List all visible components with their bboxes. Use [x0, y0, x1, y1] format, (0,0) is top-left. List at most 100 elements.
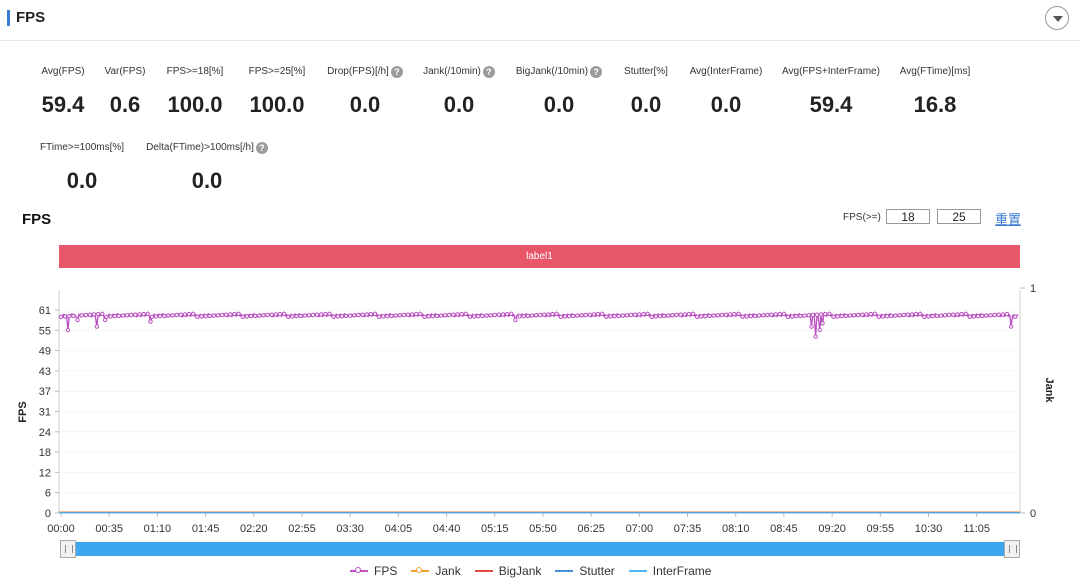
legend-label: InterFrame	[652, 564, 712, 578]
fps-threshold-input-1[interactable]	[886, 209, 930, 224]
fps-point	[723, 312, 729, 317]
y-tick-label: 0	[45, 508, 51, 520]
fps-point	[215, 313, 221, 318]
collapse-toggle-button[interactable]	[1045, 6, 1069, 30]
fps-point	[798, 313, 803, 319]
fps-point	[219, 312, 225, 318]
fps-point	[191, 311, 196, 316]
metric-stutter: Stutter[%] 0.0	[616, 61, 676, 118]
time-range-slider-track[interactable]	[68, 542, 1012, 556]
fps-point	[265, 312, 270, 318]
fps-point	[860, 312, 865, 317]
fps-point	[715, 313, 720, 318]
metric-delta-ftime: Delta(FTime)>100ms[/h]? 0.0	[140, 137, 274, 194]
series-fps-points	[58, 311, 1018, 339]
fps-point	[108, 314, 113, 319]
legend-item-stutter[interactable]: Stutter	[555, 564, 615, 578]
time-range-slider-left-handle[interactable]	[60, 540, 76, 558]
legend-label: Jank	[435, 564, 461, 578]
fps-point	[381, 314, 386, 319]
fps-point	[203, 314, 208, 319]
fps-point	[947, 312, 952, 318]
fps-point	[141, 311, 146, 317]
fps-point	[711, 313, 716, 318]
reset-link[interactable]: 重置	[995, 212, 1022, 227]
fps-point	[988, 313, 993, 318]
x-tick-label: 11:05	[963, 523, 990, 535]
fps-point	[100, 311, 105, 316]
fps-point	[236, 311, 241, 316]
fps-point	[170, 313, 175, 318]
metric-avg-ftime: Avg(FTime)[ms] 16.8	[895, 61, 975, 118]
metric-label: BigJank(/10min)	[515, 66, 589, 77]
y-tick-label: 12	[39, 467, 51, 479]
help-icon[interactable]: ?	[482, 65, 495, 78]
fps-point	[529, 313, 535, 318]
fps-threshold-input-2[interactable]	[937, 209, 981, 224]
fps-point	[533, 313, 539, 318]
fps-point	[83, 312, 89, 318]
fps-point	[1013, 314, 1018, 319]
fps-point	[769, 312, 774, 317]
x-tick-label: 05:50	[529, 523, 557, 535]
x-tick-label: 03:30	[336, 523, 364, 535]
fps-point	[492, 312, 497, 318]
legend-item-bigjank[interactable]: BigJank	[474, 564, 541, 578]
y-tick-label: 18	[39, 447, 51, 459]
legend-item-fps[interactable]: FPS	[350, 564, 397, 578]
fps-point	[752, 313, 758, 319]
help-icon[interactable]: ?	[390, 65, 403, 78]
fps-point	[331, 314, 336, 319]
legend-swatch-icon	[628, 570, 647, 572]
metric-fps-18: FPS>=18[%] 100.0	[158, 61, 232, 118]
fps-point	[182, 312, 188, 317]
fps-point	[818, 312, 824, 317]
header-accent-bar	[7, 10, 10, 26]
fps-point	[554, 311, 559, 316]
x-tick-label: 10:30	[915, 523, 943, 535]
fps-point	[546, 312, 551, 317]
panel-header: FPS	[0, 0, 1080, 41]
fps-point	[504, 311, 510, 317]
fps-point	[343, 313, 349, 319]
fps-point	[813, 334, 818, 339]
fps-point	[670, 313, 675, 318]
fps-point	[628, 312, 634, 318]
help-icon[interactable]: ?	[590, 65, 603, 78]
y-tick-label: 61	[39, 305, 51, 317]
metric-label: FTime>=100ms[%]	[39, 142, 125, 153]
fps-point	[934, 313, 939, 319]
fps-point	[748, 314, 754, 319]
legend-item-jank[interactable]: Jank	[411, 564, 461, 578]
fps-point	[612, 314, 617, 319]
fps-point	[525, 313, 530, 319]
legend-item-interframe[interactable]: InterFrame	[628, 564, 712, 578]
label-segment-bar[interactable]: label1	[59, 245, 1020, 268]
fps-point	[620, 313, 625, 318]
fps-point	[459, 311, 464, 317]
metric-ftime-100ms: FTime>=100ms[%] 0.0	[36, 137, 128, 194]
time-range-slider-right-handle[interactable]	[1004, 540, 1020, 558]
fps-point	[145, 311, 150, 316]
fps-point	[913, 311, 919, 317]
fps-point	[149, 314, 155, 319]
fps-point	[959, 311, 964, 317]
y2-tick-label: 0	[1030, 508, 1036, 520]
fps-point	[542, 312, 547, 317]
fps-point	[480, 313, 485, 319]
y-tick-label: 37	[39, 386, 51, 398]
fps-point	[820, 321, 825, 326]
fps-point	[810, 312, 815, 318]
zero-series-lines	[59, 511, 1020, 514]
fps-point	[624, 313, 630, 318]
fps-point	[765, 312, 770, 318]
fps-point	[166, 313, 171, 318]
fps-point	[186, 311, 192, 317]
fps-point	[195, 314, 200, 319]
fps-point	[385, 314, 390, 319]
fps-point	[409, 312, 415, 317]
help-icon[interactable]: ?	[255, 141, 268, 154]
x-tick-label: 07:35	[674, 523, 702, 535]
fps-point	[447, 312, 452, 318]
